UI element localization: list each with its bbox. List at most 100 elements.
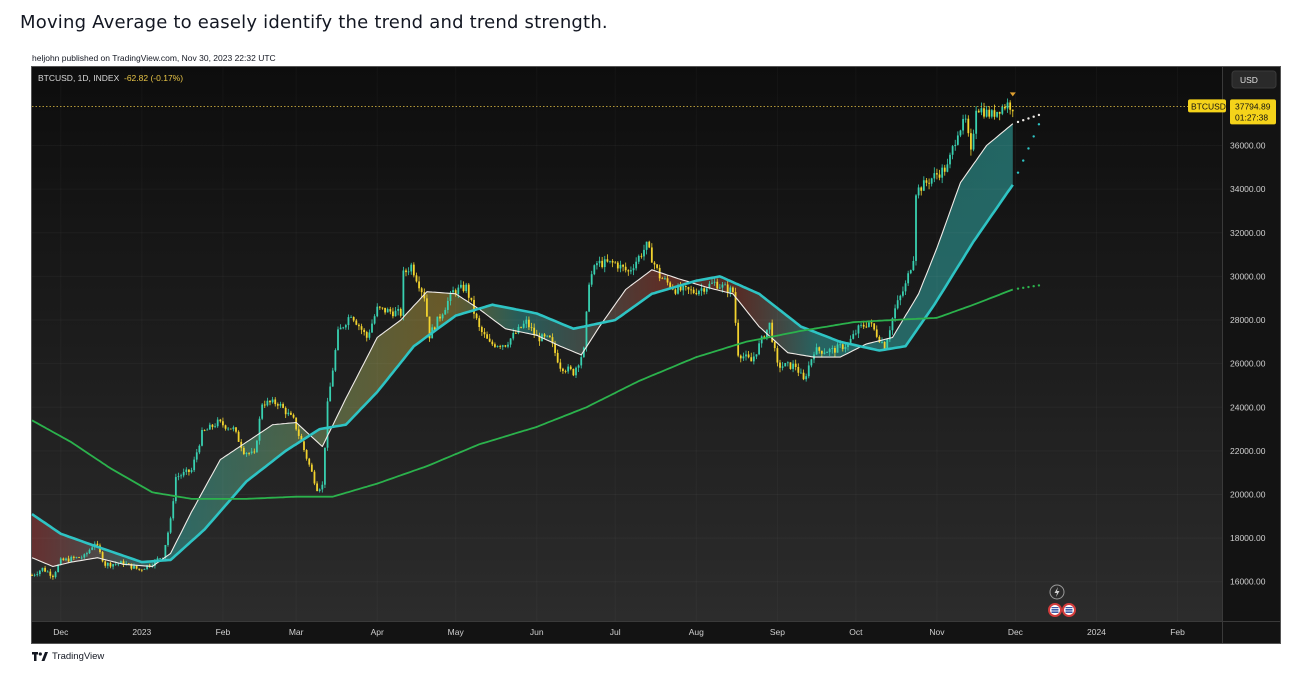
candle-body <box>580 357 583 366</box>
candle-body <box>486 334 488 339</box>
candle-body <box>786 362 789 364</box>
price-scale[interactable] <box>1223 67 1280 621</box>
candle-body <box>915 195 917 261</box>
candle-body <box>41 567 44 571</box>
ma-ribbon-fill <box>32 123 1013 567</box>
candle-body <box>977 110 980 113</box>
candle-body <box>436 316 439 330</box>
x-tick-label: Jul <box>610 627 621 637</box>
candle-body <box>530 327 533 329</box>
candle-body <box>729 287 732 293</box>
candle-body <box>67 558 70 562</box>
candle-body <box>114 563 117 565</box>
candle-body <box>721 284 724 288</box>
candle-body <box>758 343 760 355</box>
candle-body <box>428 316 431 339</box>
candle-body <box>261 404 264 419</box>
candle-body <box>972 133 975 150</box>
candle-body <box>907 273 910 284</box>
candle-body <box>776 348 779 363</box>
candle-body <box>509 338 512 345</box>
candle-body <box>394 310 397 317</box>
candle-body <box>797 366 800 373</box>
projection-dot <box>1016 171 1020 174</box>
candle-body <box>792 363 794 369</box>
candle-body <box>700 288 703 291</box>
candle-body <box>517 326 520 334</box>
candle-body <box>943 167 946 172</box>
currency-button[interactable]: USD <box>1231 70 1277 89</box>
candle-body <box>698 290 700 295</box>
candle-body <box>985 109 988 117</box>
candle-body <box>674 289 677 294</box>
projection-dot <box>1022 286 1025 290</box>
candle-body <box>177 476 180 478</box>
candle-body <box>847 342 849 348</box>
candle-body <box>917 187 920 196</box>
candle-body <box>925 180 928 183</box>
candle-body <box>308 458 311 465</box>
flag-icon-us-2[interactable] <box>1062 603 1076 617</box>
candle-body <box>78 557 80 558</box>
tradingview-logo-icon <box>32 651 48 661</box>
candle-body <box>329 386 332 402</box>
candle-body <box>928 182 930 184</box>
candle-body <box>290 412 292 415</box>
candle-body <box>669 282 672 288</box>
candle-body <box>172 501 175 519</box>
candle-body <box>452 290 454 293</box>
candle-body <box>962 118 964 131</box>
chart-border <box>31 66 1281 644</box>
plot-area[interactable] <box>32 67 1222 621</box>
projection-dot <box>1027 285 1030 289</box>
candle-body <box>426 298 428 317</box>
symbol-label: BTCUSD, 1D, INDEX <box>38 73 120 83</box>
candle-body <box>397 308 400 311</box>
y-tick-label: 26000.00 <box>1230 359 1266 369</box>
candle-body <box>80 557 83 559</box>
candle-body <box>862 324 865 327</box>
candle-body <box>256 440 258 453</box>
candle-body <box>896 300 899 309</box>
x-tick-label: 2024 <box>1087 627 1106 637</box>
candle-body <box>562 368 564 372</box>
candle-body <box>135 565 138 569</box>
time-scale[interactable] <box>32 622 1280 643</box>
candle-body <box>684 286 687 287</box>
candle-body <box>70 556 73 562</box>
candle-body <box>214 426 216 428</box>
candle-body <box>964 118 967 120</box>
candle-body <box>682 286 685 291</box>
candle-body <box>483 332 486 335</box>
candle-body <box>368 332 371 338</box>
candle-body <box>342 327 345 329</box>
x-tick-label: Feb <box>216 627 231 637</box>
candle-body <box>713 281 716 283</box>
y-tick-label: 34000.00 <box>1230 184 1266 194</box>
projection-dot <box>1022 159 1025 162</box>
candle-body <box>501 345 504 347</box>
candle-body <box>182 471 185 476</box>
candle-body <box>936 173 938 175</box>
tradingview-footer[interactable]: TradingView <box>32 651 104 662</box>
candle-body <box>219 419 222 422</box>
candle-body <box>590 274 593 285</box>
candle-body <box>313 471 316 484</box>
candle-body <box>201 430 203 446</box>
chart[interactable]: 16000.00 18000.00 20000.00 22000.00 24000.00… <box>31 66 1281 644</box>
candle-body <box>726 284 729 293</box>
candle-body <box>101 552 104 562</box>
candle-body <box>263 404 266 406</box>
flag-icon-us-1[interactable] <box>1048 603 1062 617</box>
candle-body <box>854 333 857 335</box>
candle-body <box>454 290 457 295</box>
candle-body <box>559 362 562 369</box>
candle-body <box>575 367 577 376</box>
lightning-icon[interactable] <box>1049 584 1065 600</box>
candle-body <box>695 292 698 295</box>
candle-body <box>46 571 49 573</box>
candle-body <box>938 174 941 178</box>
x-tick-label: Feb <box>1170 627 1185 637</box>
candle-body <box>724 284 726 286</box>
candle-body <box>274 399 277 405</box>
